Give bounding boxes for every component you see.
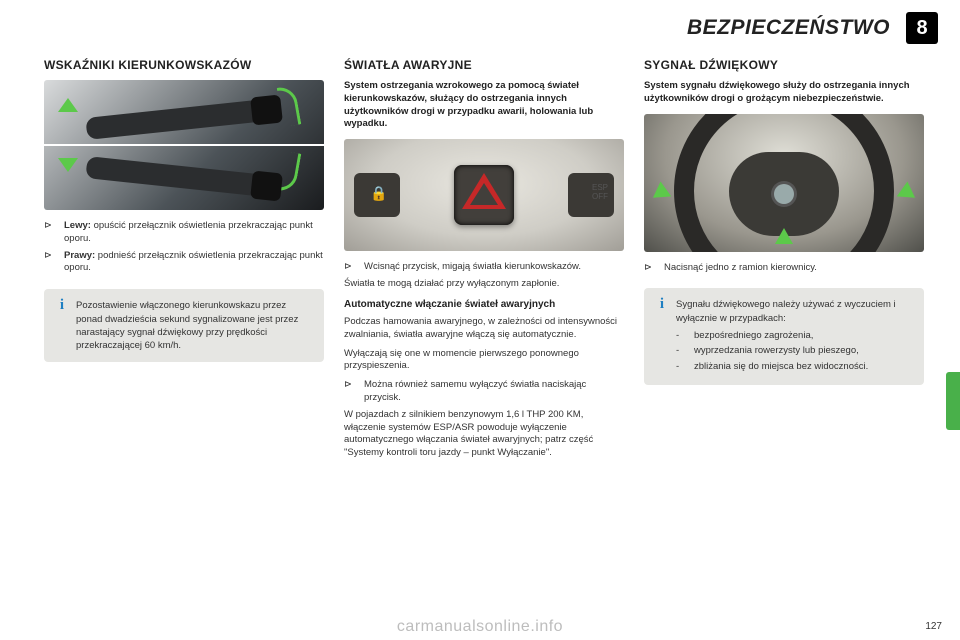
brand-logo-icon — [774, 184, 794, 204]
indicator-green-arrow-icon — [58, 98, 78, 112]
info-box: i Sygnału dźwiękowego należy używać z wy… — [644, 288, 924, 384]
column-hazard: ŚWIATŁA AWARYJNE System ostrzegania wzro… — [344, 58, 624, 466]
press-arrow-icon — [653, 181, 675, 204]
photo-hazard-button: 🔒 ESP OFF — [344, 139, 624, 251]
list-item: -wyprzedzania rowerzysty lub pieszego, — [676, 344, 912, 357]
step-marker-icon: ⊳ — [644, 262, 656, 275]
paragraph: Światła te mogą działać przy wyłączonym … — [344, 278, 624, 291]
side-section-tab — [946, 372, 960, 430]
steering-wheel-hub — [729, 152, 839, 236]
step-marker-icon: ⊳ — [344, 261, 356, 274]
chapter-badge: 8 — [906, 12, 938, 44]
info-box: i Pozostawienie włączonego kierunkowskaz… — [44, 289, 324, 362]
info-text: Pozostawienie włączonego kierunkowskazu … — [56, 299, 312, 352]
info-lead: Sygnału dźwiękowego należy używać z wycz… — [676, 298, 912, 325]
step-marker-icon: ⊳ — [44, 250, 56, 276]
step-item: ⊳ Prawy: podnieść przełącznik oświetleni… — [44, 250, 324, 276]
hazard-triangle-icon — [462, 173, 506, 209]
stalk-graphic — [85, 98, 276, 140]
content-columns: WSKAŹNIKI KIERUNKOWSKAZÓW ⊳ Lewy: opuści… — [0, 52, 960, 466]
list-item: -zbliżania się do miejsca bez widocznośc… — [676, 360, 912, 373]
photo-indicator-stalk — [44, 80, 324, 210]
page-number: 127 — [925, 621, 942, 632]
lock-icon: 🔒 — [370, 185, 387, 202]
column-indicators: WSKAŹNIKI KIERUNKOWSKAZÓW ⊳ Lewy: opuści… — [44, 58, 324, 466]
watermark-url: carmanualsonline.info — [397, 618, 563, 636]
page-header: BEZPIECZEŃSTWO 8 — [0, 0, 960, 52]
step-item: ⊳ Lewy: opuścić przełącznik oświetlenia … — [44, 220, 324, 246]
esp-off-label: ESP OFF — [592, 183, 608, 201]
step-item: ⊳ Można również samemu wyłączyć światła … — [344, 379, 624, 405]
step-item: ⊳ Wcisnąć przycisk, migają światła kieru… — [344, 261, 624, 274]
paragraph: Podczas hamowania awaryjnego, w zależnoś… — [344, 316, 624, 342]
info-list: -bezpośredniego zagrożenia, -wyprzedzani… — [676, 329, 912, 373]
step-marker-icon: ⊳ — [44, 220, 56, 246]
sub-heading: Automatyczne włączanie świateł awaryjnyc… — [344, 299, 624, 310]
indicator-green-arrow-icon — [58, 158, 78, 172]
photo-steering-wheel — [644, 114, 924, 252]
list-item: -bezpośredniego zagrożenia, — [676, 329, 912, 342]
section-title-horn: SYGNAŁ DŹWIĘKOWY — [644, 58, 924, 72]
column-horn: SYGNAŁ DŹWIĘKOWY System sygnału dźwiękow… — [644, 58, 924, 466]
press-arrow-icon — [893, 181, 915, 204]
paragraph: Wyłączają się one w momencie pierwszego … — [344, 348, 624, 374]
intro-text: System sygnału dźwiękowego służy do ostr… — [644, 80, 924, 106]
intro-text: System ostrzegania wzrokowego za pomocą … — [344, 80, 624, 131]
section-title-hazard: ŚWIATŁA AWARYJNE — [344, 58, 624, 72]
press-arrow-icon — [775, 228, 793, 244]
stalk-graphic — [85, 156, 276, 198]
step-item: ⊳ Nacisnąć jedno z ramion kierownicy. — [644, 262, 924, 275]
section-title-indicators: WSKAŹNIKI KIERUNKOWSKAZÓW — [44, 58, 324, 72]
header-title: BEZPIECZEŃSTWO — [687, 16, 890, 40]
hazard-triangle-button — [454, 165, 514, 225]
paragraph: W pojazdach z silnikiem benzynowym 1,6 l… — [344, 409, 624, 460]
step-marker-icon: ⊳ — [344, 379, 356, 405]
